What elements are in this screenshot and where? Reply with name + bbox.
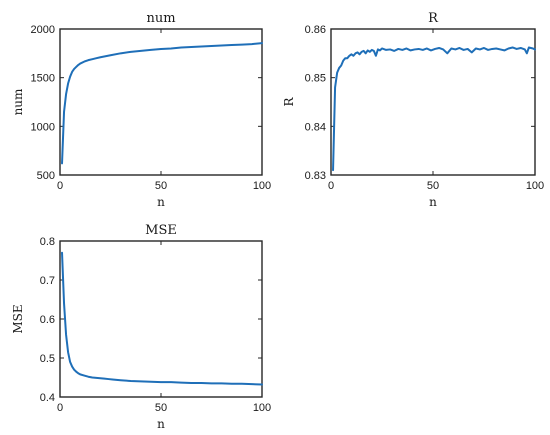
chart-title: num xyxy=(146,11,175,26)
y-tick-label: 1000 xyxy=(31,121,55,133)
x-axis-label: n xyxy=(429,195,437,209)
series-line xyxy=(61,42,263,165)
y-axis-label: R xyxy=(282,97,296,107)
x-axis-label: n xyxy=(157,417,165,431)
y-axis-label: MSE xyxy=(11,304,25,333)
x-tick-label: 100 xyxy=(253,180,271,192)
x-tick-label: 50 xyxy=(155,402,167,414)
subplot-r: R 0 50 100 0.83 0.84 0.85 0.86 n R xyxy=(282,11,544,209)
x-axis-label: n xyxy=(157,195,165,209)
x-tick-label: 0 xyxy=(328,180,334,192)
x-tick-label: 0 xyxy=(57,402,63,414)
x-tick-label: 0 xyxy=(57,180,63,192)
plot-frame xyxy=(59,28,263,176)
plot-frame xyxy=(59,240,263,398)
y-tick-label: 0.84 xyxy=(305,121,326,133)
x-tick-label: 100 xyxy=(253,402,271,414)
x-tick-label: 100 xyxy=(526,180,544,192)
y-tick-label: 0.5 xyxy=(40,353,55,365)
x-tick-label: 50 xyxy=(155,180,167,192)
chart-title: R xyxy=(428,11,439,26)
y-tick-label: 0.7 xyxy=(40,275,55,287)
y-tick-label: 0.6 xyxy=(40,314,55,326)
y-tick-label: 2000 xyxy=(31,24,55,36)
y-tick-label: 0.83 xyxy=(305,170,326,182)
y-tick-label: 0.85 xyxy=(305,73,326,85)
series-line xyxy=(61,251,263,386)
y-tick-label: 0.86 xyxy=(305,24,326,36)
subplot-mse: MSE 0 50 100 0.4 0.5 0.6 0.7 0.8 n MSE xyxy=(11,223,271,431)
subplot-num: num 0 50 100 500 1000 1500 2000 n num xyxy=(11,11,271,209)
series-line xyxy=(332,46,536,172)
x-tick-label: 50 xyxy=(427,180,439,192)
y-tick-label: 1500 xyxy=(31,73,55,85)
chart-title: MSE xyxy=(145,223,177,238)
y-tick-label: 500 xyxy=(37,170,55,182)
y-tick-label: 0.8 xyxy=(40,236,55,248)
y-tick-label: 0.4 xyxy=(40,392,55,404)
y-axis-label: num xyxy=(11,88,25,115)
